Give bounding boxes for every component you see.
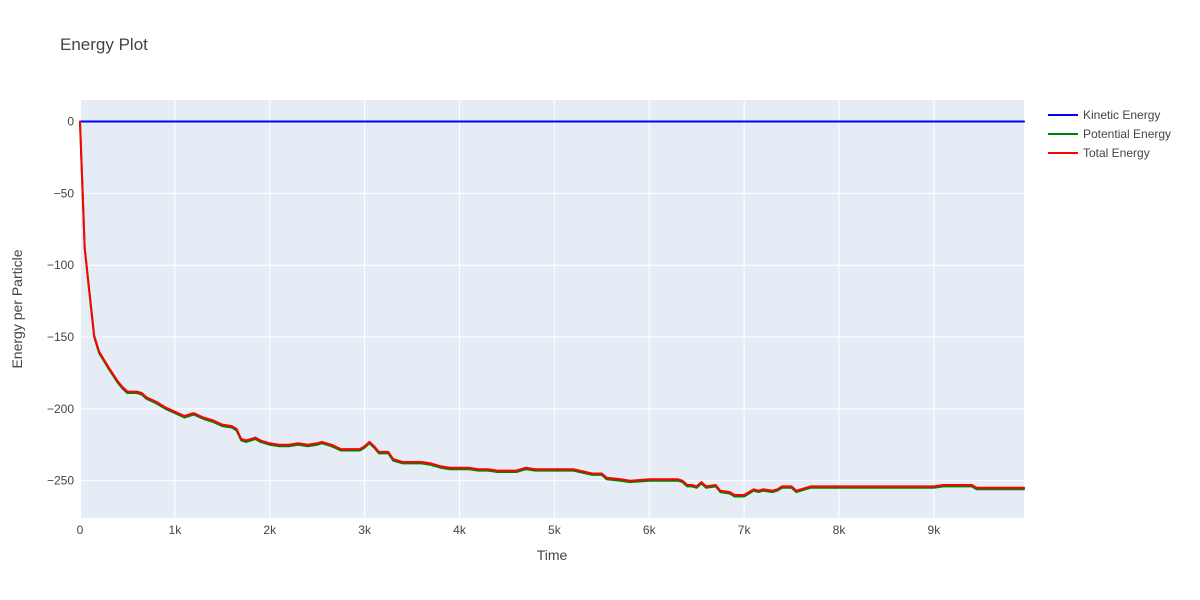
y-tick-label: −150	[47, 330, 74, 344]
series-line-potential-energy	[79, 122, 1025, 498]
x-tick-label: 9k	[928, 523, 942, 537]
x-axis-title: Time	[537, 547, 568, 563]
legend-item[interactable]: Kinetic Energy	[1048, 108, 1160, 122]
x-tick-label: 2k	[263, 523, 277, 537]
y-tick-label: −250	[47, 474, 74, 488]
y-tick-label: −50	[54, 186, 75, 200]
x-tick-label: 6k	[643, 523, 657, 537]
plot-area	[80, 100, 1024, 518]
x-axis-ticks: 0 1k 2k 3k 4k 5k 6k 7k 8k 9k	[77, 523, 942, 537]
legend-label: Potential Energy	[1083, 127, 1171, 141]
chart-title: Energy Plot	[60, 35, 148, 54]
x-tick-label: 8k	[833, 523, 847, 537]
y-tick-label: −100	[47, 258, 74, 272]
legend-label: Kinetic Energy	[1083, 108, 1160, 122]
legend: Kinetic Energy Potential Energy Total Ener…	[1048, 108, 1171, 160]
x-tick-label: 3k	[358, 523, 372, 537]
x-tick-label: 7k	[738, 523, 752, 537]
series-line-total-energy	[79, 120, 1025, 496]
y-axis-title: Energy per Particle	[9, 249, 25, 368]
y-tick-label: 0	[67, 115, 74, 129]
legend-item[interactable]: Total Energy	[1048, 146, 1150, 160]
legend-label: Total Energy	[1083, 146, 1150, 160]
series-lines	[79, 120, 1025, 498]
x-tick-label: 4k	[453, 523, 467, 537]
y-axis-ticks: 0 −50 −100 −150 −200 −250	[47, 115, 74, 488]
x-tick-label: 1k	[169, 523, 183, 537]
legend-item[interactable]: Potential Energy	[1048, 127, 1171, 141]
y-tick-label: −200	[47, 402, 74, 416]
x-tick-label: 5k	[548, 523, 562, 537]
x-tick-label: 0	[77, 523, 84, 537]
grid	[79, 100, 1024, 518]
